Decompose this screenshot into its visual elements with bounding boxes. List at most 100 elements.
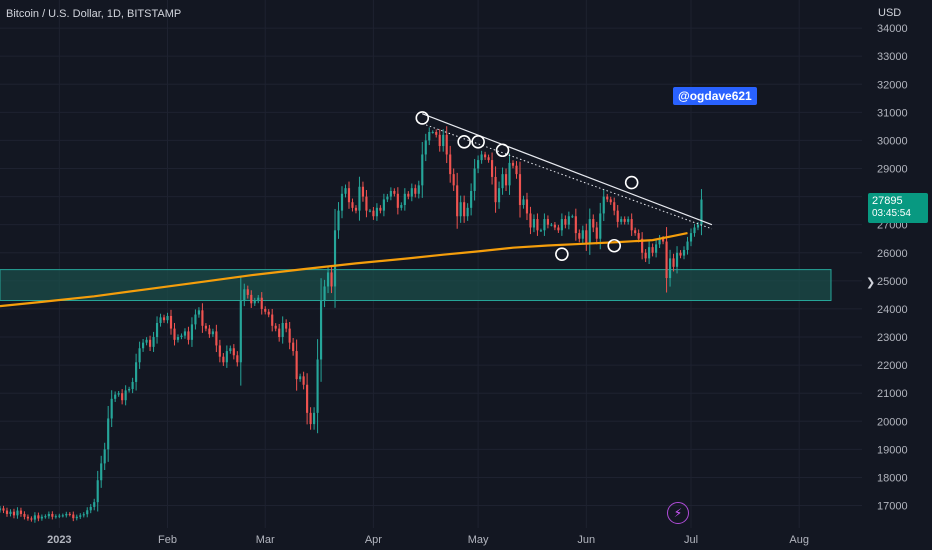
candle-body [194, 314, 197, 325]
time-tick-label: 2023 [47, 534, 71, 546]
candle-body [135, 362, 138, 382]
last-price-badge: 27895 03:45:54 [868, 193, 928, 223]
candle-body [529, 213, 532, 228]
touch-marker [415, 111, 430, 125]
candle-body [40, 516, 43, 519]
candle-body [456, 185, 459, 217]
candle-body [37, 515, 40, 519]
candle-body [634, 230, 637, 234]
candle-body [522, 199, 525, 206]
candle-body [148, 339, 152, 347]
candle-body [431, 132, 434, 133]
candle-body [295, 351, 298, 380]
price-tick-label: 18000 [877, 472, 908, 484]
candle-body [365, 196, 368, 211]
price-tick-label: 24000 [877, 304, 908, 316]
candle-body [257, 297, 260, 301]
candle-body [246, 289, 249, 295]
candle-body [484, 154, 487, 158]
candle-body [292, 342, 295, 352]
candle-body [86, 510, 89, 515]
touch-marker [555, 247, 569, 261]
candle-body [672, 258, 675, 267]
candle-body [696, 224, 700, 228]
candle-body [190, 324, 194, 340]
candle-body [100, 463, 103, 481]
price-tick-label: 31000 [877, 107, 908, 119]
candle-body [361, 186, 365, 197]
price-tick-label: 29000 [877, 164, 908, 176]
price-tick-label: 25000 [877, 276, 908, 288]
support-zone-box [0, 269, 832, 302]
candle-body [606, 196, 609, 200]
candle-body [372, 210, 375, 217]
candle-body [166, 315, 169, 321]
candle-body [260, 297, 263, 309]
candle-body [225, 351, 228, 363]
author-watermark: @ogdave621 [673, 87, 757, 105]
candle-body [595, 227, 598, 239]
candle-body [302, 376, 305, 385]
touch-marker [624, 175, 639, 190]
price-axis[interactable]: 17000 18000 19000 20000 21000 22000 23000 24000… [877, 23, 908, 512]
candle-body [532, 219, 536, 228]
candle-body [243, 289, 246, 301]
candle-body [661, 238, 665, 242]
time-tick-label: Apr [365, 534, 382, 546]
price-tick-label: 34000 [877, 23, 908, 35]
candle-body [131, 381, 134, 389]
trendline-dotted [422, 123, 713, 230]
candle-body [564, 219, 567, 225]
candle-body [173, 328, 176, 340]
candle-body [306, 384, 309, 413]
time-axis[interactable]: 2023 Feb Mar Apr May Jun Jul Aug [47, 534, 809, 546]
ma-path [0, 232, 688, 308]
candle-body [114, 394, 117, 399]
candle-body [128, 388, 131, 391]
candle-body [592, 219, 595, 228]
candle-body [333, 230, 337, 287]
chart-title: Bitcoin / U.S. Dollar, 1D, BITSTAMP [6, 8, 182, 20]
candle-body [389, 190, 392, 197]
candle-body [285, 322, 288, 329]
chevron-icon[interactable]: ❯ [866, 276, 876, 289]
time-tick-label: Feb [158, 534, 177, 546]
candle-body [487, 157, 490, 161]
candle-body [197, 310, 201, 315]
candle-body [445, 134, 448, 155]
candle-body [700, 199, 703, 225]
candle-body [599, 213, 602, 239]
candle-body [620, 219, 623, 222]
candle-body [236, 355, 239, 363]
candle-body [435, 132, 438, 135]
candle-body [316, 359, 319, 413]
touch-marker [471, 135, 485, 149]
candle-body [428, 132, 431, 141]
candle-body [340, 193, 344, 211]
time-tick-label: Aug [789, 534, 809, 546]
candle-body [466, 207, 469, 217]
candle-body [379, 207, 382, 211]
currency-label[interactable]: USD [878, 7, 902, 19]
candle-body [410, 188, 413, 197]
last-price-value: 27895 [872, 195, 903, 207]
candle-body [2, 508, 5, 511]
candle-body [396, 193, 399, 208]
candle-body [211, 331, 214, 335]
candle-body [0, 508, 2, 511]
trendline-solid [422, 113, 713, 226]
lightning-bolt-icon[interactable]: ⚡ [667, 502, 689, 524]
price-tick-label: 20000 [877, 416, 908, 428]
candle-body [288, 328, 291, 343]
candle-body [539, 230, 543, 232]
candle-body [239, 300, 242, 363]
candle-body [560, 219, 563, 231]
candle-body [473, 168, 476, 191]
candle-body [452, 174, 455, 186]
price-tick-label: 22000 [877, 360, 908, 372]
candle-body [438, 134, 441, 147]
candle-body [281, 322, 284, 338]
candle-body [299, 376, 302, 380]
